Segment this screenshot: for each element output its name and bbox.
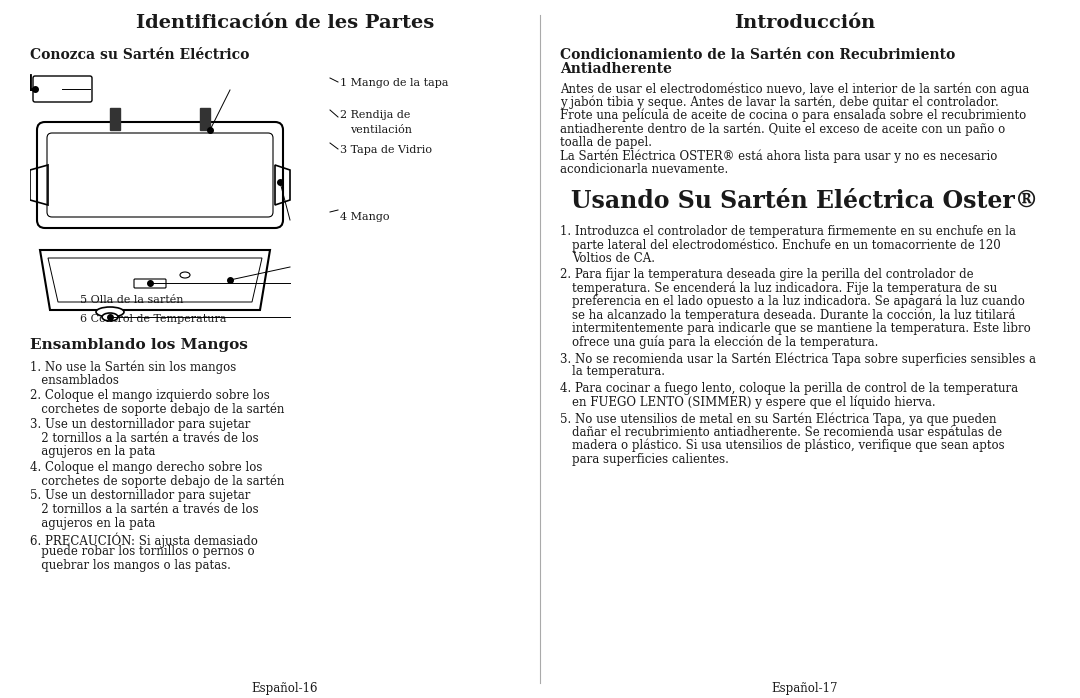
Text: 2 Rendija de: 2 Rendija de xyxy=(340,110,410,120)
Text: 2. Coloque el mango izquierdo sobre los: 2. Coloque el mango izquierdo sobre los xyxy=(30,389,270,402)
Text: Español-17: Español-17 xyxy=(772,682,838,695)
Text: Introducción: Introducción xyxy=(734,14,876,32)
Text: en FUEGO LENTO (SIMMER) y espere que el líquido hierva.: en FUEGO LENTO (SIMMER) y espere que el … xyxy=(572,396,935,409)
Text: quebrar los mangos o las patas.: quebrar los mangos o las patas. xyxy=(30,559,231,572)
Text: 1. Introduzca el controlador de temperatura firmemente en su enchufe en la: 1. Introduzca el controlador de temperat… xyxy=(561,225,1016,237)
Text: 4. Para cocinar a fuego lento, coloque la perilla de control de la temperatura: 4. Para cocinar a fuego lento, coloque l… xyxy=(561,382,1018,395)
Text: Conozca su Sartén Eléctrico: Conozca su Sartén Eléctrico xyxy=(30,48,249,62)
Text: Identificación de les Partes: Identificación de les Partes xyxy=(136,14,434,32)
Text: 6. PRECAUCIÓN: Si ajusta demasiado: 6. PRECAUCIÓN: Si ajusta demasiado xyxy=(30,532,258,547)
Text: 4 Mango: 4 Mango xyxy=(340,212,390,222)
FancyBboxPatch shape xyxy=(134,279,166,288)
Text: temperatura. Se encenderá la luz indicadora. Fije la temperatura de su: temperatura. Se encenderá la luz indicad… xyxy=(572,281,997,295)
Text: toalla de papel.: toalla de papel. xyxy=(561,136,652,149)
Text: 1. No use la Sartén sin los mangos: 1. No use la Sartén sin los mangos xyxy=(30,360,237,373)
Text: corchetes de soporte debajo de la sartén: corchetes de soporte debajo de la sartén xyxy=(30,403,284,416)
Bar xyxy=(110,108,120,130)
Text: puede robar los tornillos o pernos o: puede robar los tornillos o pernos o xyxy=(30,546,255,558)
Text: 5 Olla de la sartén: 5 Olla de la sartén xyxy=(80,295,184,305)
Text: para superficies calientes.: para superficies calientes. xyxy=(572,452,729,466)
Text: ofrece una guía para la elección de la temperatura.: ofrece una guía para la elección de la t… xyxy=(572,336,878,349)
Text: Español-16: Español-16 xyxy=(252,682,319,695)
Text: se ha alcanzado la temperatura deseada. Durante la cocción, la luz titilará: se ha alcanzado la temperatura deseada. … xyxy=(572,309,1015,322)
Text: Antes de usar el electrodoméstico nuevo, lave el interior de la sartén con agua: Antes de usar el electrodoméstico nuevo,… xyxy=(561,82,1029,96)
Ellipse shape xyxy=(96,307,124,317)
Text: 6 Control de Temperatura: 6 Control de Temperatura xyxy=(80,314,227,324)
Text: y jabón tibia y seque. Antes de lavar la sartén, debe quitar el controlador.: y jabón tibia y seque. Antes de lavar la… xyxy=(561,96,999,109)
Text: 1 Mango de la tapa: 1 Mango de la tapa xyxy=(340,78,448,88)
Text: Usando Su Sartén Eléctrica Oster®: Usando Su Sartén Eléctrica Oster® xyxy=(571,188,1039,212)
Text: madera o plástico. Si usa utensilios de plástico, verifique que sean aptos: madera o plástico. Si usa utensilios de … xyxy=(572,439,1004,452)
Ellipse shape xyxy=(102,313,118,321)
Text: antiadherente dentro de la sartén. Quite el exceso de aceite con un paño o: antiadherente dentro de la sartén. Quite… xyxy=(561,123,1005,136)
Text: preferencia en el lado opuesto a la luz indicadora. Se apagará la luz cuando: preferencia en el lado opuesto a la luz … xyxy=(572,295,1025,309)
Text: 3. No se recomienda usar la Sartén Eléctrica Tapa sobre superficies sensibles a: 3. No se recomienda usar la Sartén Eléct… xyxy=(561,352,1036,366)
Text: 4. Coloque el mango derecho sobre los: 4. Coloque el mango derecho sobre los xyxy=(30,461,262,473)
Text: Frote una película de aceite de cocina o para ensalada sobre el recubrimiento: Frote una película de aceite de cocina o… xyxy=(561,109,1026,123)
Text: Antiadherente: Antiadherente xyxy=(561,62,672,76)
Text: acondicionarla nuevamente.: acondicionarla nuevamente. xyxy=(561,163,728,176)
Text: La Sartén Eléctrica OSTER® está ahora lista para usar y no es necesario: La Sartén Eléctrica OSTER® está ahora li… xyxy=(561,149,997,163)
Text: 2 tornillos a la sartén a través de los: 2 tornillos a la sartén a través de los xyxy=(30,431,258,445)
Text: agujeros en la pata: agujeros en la pata xyxy=(30,517,156,530)
Text: intermitentemente para indicarle que se mantiene la temperatura. Este libro: intermitentemente para indicarle que se … xyxy=(572,322,1030,335)
FancyBboxPatch shape xyxy=(33,76,92,102)
Text: 3. Use un destornillador para sujetar: 3. Use un destornillador para sujetar xyxy=(30,418,251,431)
Text: parte lateral del electrodoméstico. Enchufe en un tomacorriente de 120: parte lateral del electrodoméstico. Ench… xyxy=(572,238,1001,251)
Text: 2 tornillos a la sartén a través de los: 2 tornillos a la sartén a través de los xyxy=(30,503,258,516)
Text: Voltios de CA.: Voltios de CA. xyxy=(572,251,654,265)
Text: dañar el recubrimiento antiadherente. Se recomienda usar espátulas de: dañar el recubrimiento antiadherente. Se… xyxy=(572,426,1002,439)
Text: 5. No use utensilios de metal en su Sartén Eléctrica Tapa, ya que pueden: 5. No use utensilios de metal en su Sart… xyxy=(561,412,997,426)
Text: la temperatura.: la temperatura. xyxy=(572,366,665,378)
Text: ventilación: ventilación xyxy=(350,125,411,135)
Text: Condicionamiento de la Sartén con Recubrimiento: Condicionamiento de la Sartén con Recubr… xyxy=(561,48,955,62)
Bar xyxy=(200,108,210,130)
Text: 3 Tapa de Vidrio: 3 Tapa de Vidrio xyxy=(340,145,432,155)
Text: Ensamblando los Mangos: Ensamblando los Mangos xyxy=(30,338,248,352)
Text: 2. Para fijar la temperatura deseada gire la perilla del controlador de: 2. Para fijar la temperatura deseada gir… xyxy=(561,268,974,281)
Ellipse shape xyxy=(180,272,190,278)
Text: ensamblados: ensamblados xyxy=(30,373,119,387)
FancyBboxPatch shape xyxy=(48,133,273,217)
Text: corchetes de soporte debajo de la sartén: corchetes de soporte debajo de la sartén xyxy=(30,474,284,487)
Text: agujeros en la pata: agujeros en la pata xyxy=(30,445,156,458)
Text: 5. Use un destornillador para sujetar: 5. Use un destornillador para sujetar xyxy=(30,489,251,503)
FancyBboxPatch shape xyxy=(37,122,283,228)
